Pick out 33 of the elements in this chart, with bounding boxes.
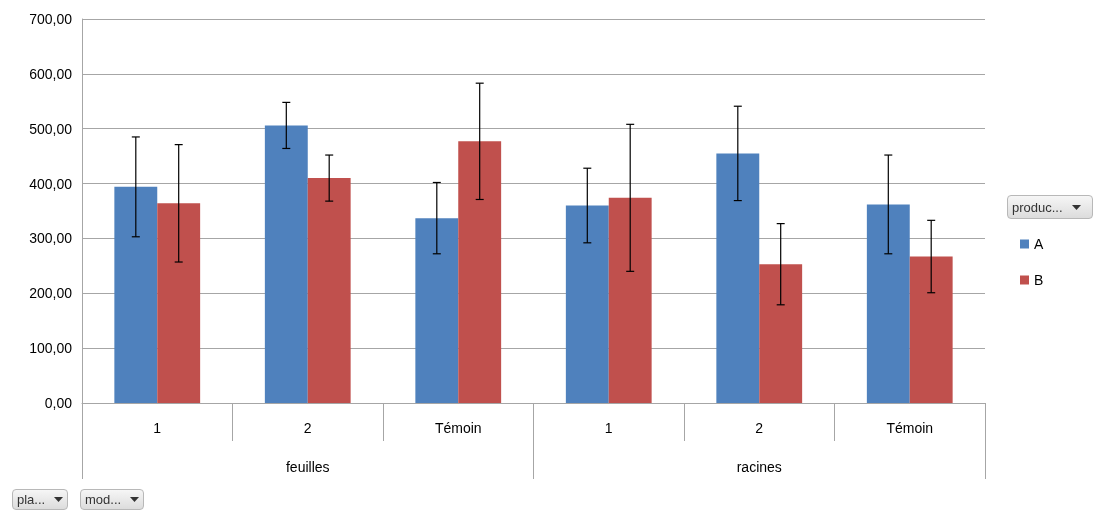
bar: [716, 153, 760, 403]
text: racines: [736, 459, 782, 475]
bar: [565, 205, 609, 403]
bar: [264, 125, 308, 403]
y-tick-label: 0,00: [44, 395, 73, 411]
bar: [608, 197, 652, 403]
legend-label: B: [1034, 272, 1044, 288]
y-tick-label: 500,00: [29, 120, 73, 137]
legend-label: A: [1034, 236, 1044, 252]
y-tick-label: 100,00: [29, 340, 73, 357]
bar: [157, 203, 201, 403]
x-tick-label: Témoin: [886, 420, 934, 436]
text: pla...: [17, 492, 46, 507]
bar: [114, 186, 158, 403]
bar: [307, 178, 351, 403]
y-tick-label: 600,00: [29, 65, 73, 82]
text: mod...: [85, 492, 122, 507]
legend-title: produc...: [1012, 199, 1063, 215]
bar: [415, 218, 459, 403]
y-tick-label: 400,00: [29, 175, 73, 192]
bar: [759, 264, 803, 403]
x-tick-label: 1: [153, 420, 162, 436]
bar: [866, 204, 910, 403]
x-tick-label: 2: [755, 420, 764, 436]
y-tick-label: 200,00: [29, 285, 73, 302]
text: feuilles: [285, 459, 330, 475]
bar: [458, 141, 502, 403]
bar: [909, 256, 953, 403]
y-tick-label: 300,00: [29, 230, 73, 247]
y-tick-label: 700,00: [29, 11, 73, 27]
x-tick-label: 1: [604, 420, 613, 436]
x-tick-label: 2: [303, 420, 312, 436]
x-tick-label: Témoin: [434, 420, 482, 436]
